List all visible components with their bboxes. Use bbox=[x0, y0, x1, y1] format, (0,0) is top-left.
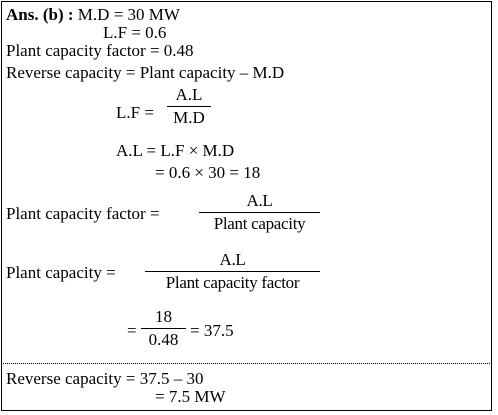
fraction-bar bbox=[145, 271, 320, 272]
answer-box bbox=[1, 1, 492, 411]
max-demand-line: M.D = 30 MW bbox=[77, 5, 180, 24]
fraction-bar bbox=[167, 106, 211, 107]
pc-calc-result: = 37.5 bbox=[190, 321, 234, 340]
pc-calc-lhs: = bbox=[127, 321, 137, 340]
answer-label: Ans. (b) : bbox=[6, 5, 74, 24]
load-factor-line: L.F = 0.6 bbox=[103, 23, 167, 42]
section-divider bbox=[1, 363, 492, 364]
al-formula-line: A.L = L.F × M.D bbox=[116, 141, 235, 160]
pcf-fraction-denominator: Plant capacity bbox=[213, 214, 306, 233]
plant-capacity-factor-line: Plant capacity factor = 0.48 bbox=[6, 41, 194, 60]
lf-fraction-denominator: M.D bbox=[173, 108, 205, 127]
pc-fraction-numerator: A.L bbox=[219, 250, 246, 269]
pcf-fraction: A.L Plant capacity bbox=[199, 192, 320, 233]
pcf-formula-lhs: Plant capacity factor = bbox=[6, 204, 160, 223]
pc-fraction: A.L Plant capacity factor bbox=[145, 251, 320, 292]
pcf-fraction-numerator: A.L bbox=[246, 191, 273, 210]
pc-calc-fraction: 18 0.48 bbox=[141, 308, 186, 349]
pc-calc-numerator: 18 bbox=[155, 307, 172, 326]
fraction-bar bbox=[141, 328, 186, 329]
fraction-bar bbox=[199, 212, 320, 213]
reverse-capacity-result-line: Reverse capacity = 37.5 – 30 bbox=[6, 369, 204, 388]
pc-fraction-denominator: Plant capacity factor bbox=[165, 273, 300, 292]
lf-formula-lhs: L.F = bbox=[116, 103, 154, 122]
reverse-capacity-definition: Reverse capacity = Plant capacity – M.D bbox=[6, 63, 285, 82]
pc-formula-lhs: Plant capacity = bbox=[6, 263, 116, 282]
answer-header: Ans. (b) : M.D = 30 MW bbox=[6, 6, 180, 24]
lf-fraction-numerator: A.L bbox=[175, 85, 203, 104]
reverse-capacity-final-value: = 7.5 MW bbox=[155, 387, 226, 406]
lf-fraction: A.L M.D bbox=[167, 86, 211, 127]
pc-calc-denominator: 0.48 bbox=[148, 330, 179, 349]
al-value-line: = 0.6 × 30 = 18 bbox=[155, 163, 261, 182]
